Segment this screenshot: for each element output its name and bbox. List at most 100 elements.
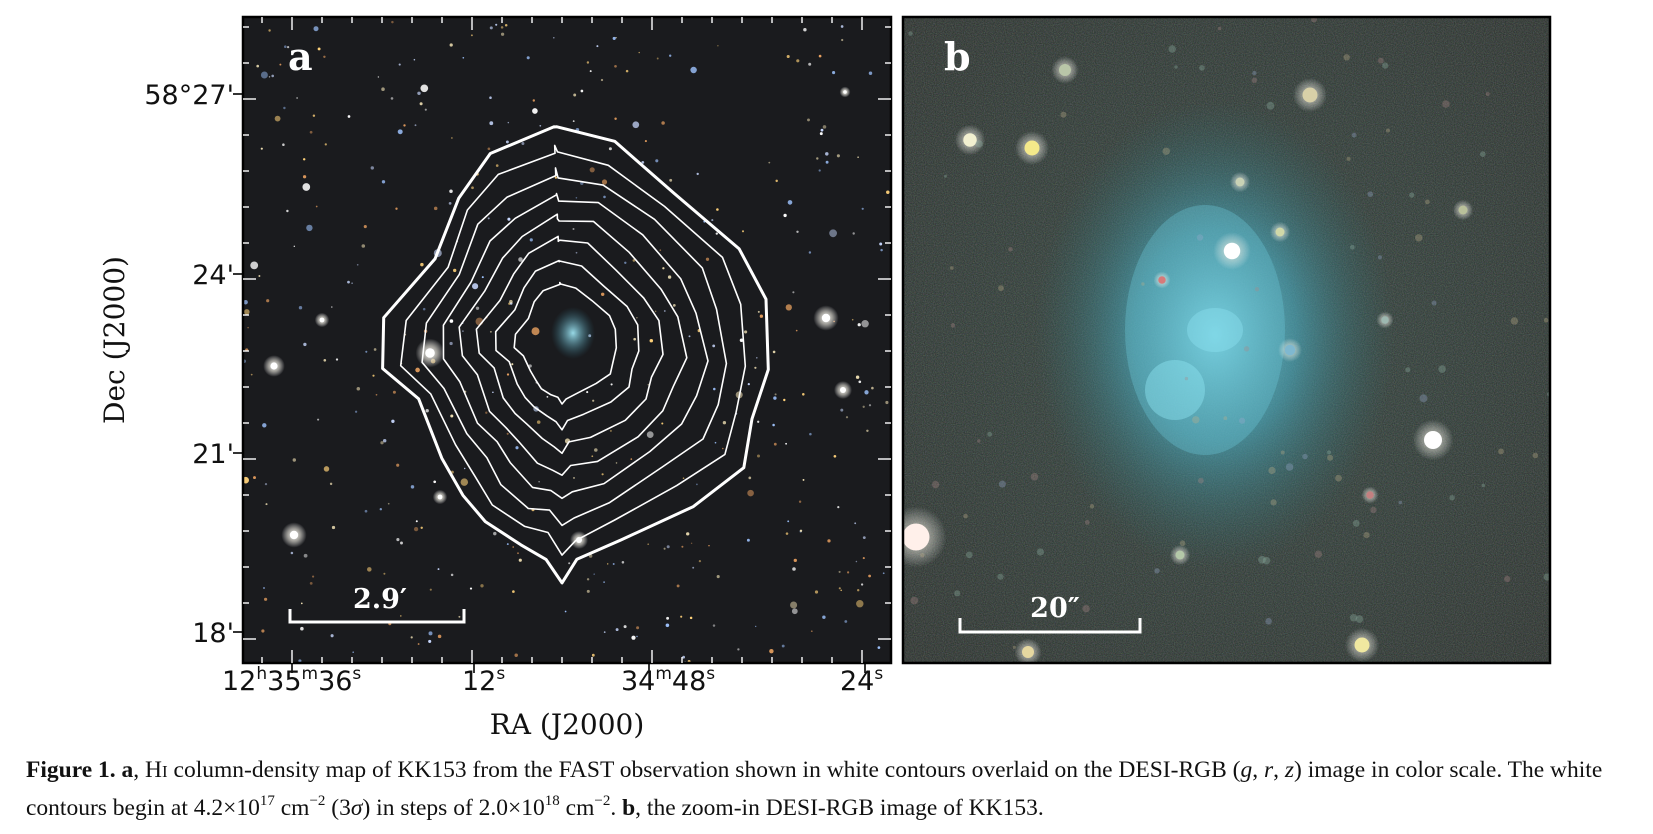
faint-source (1327, 454, 1334, 461)
star (594, 448, 598, 452)
panel-b-frame (901, 15, 1552, 665)
star (632, 121, 640, 129)
star (372, 374, 375, 377)
star-core (1022, 646, 1034, 658)
star (814, 590, 819, 594)
star (737, 648, 740, 651)
star (708, 545, 710, 547)
faint-source (1442, 100, 1450, 108)
star (610, 383, 613, 386)
faint-source (908, 31, 913, 36)
star (759, 314, 764, 318)
star (591, 455, 594, 458)
hi-contour (475, 235, 664, 455)
star (391, 419, 395, 423)
star (572, 120, 575, 123)
star (833, 454, 837, 458)
star (807, 118, 810, 122)
star (636, 317, 638, 319)
star (243, 299, 248, 305)
y-axis-label: Dec (J2000) (98, 256, 131, 424)
star (810, 630, 813, 633)
star-core (1158, 276, 1166, 284)
faint-source (1174, 65, 1178, 69)
star (827, 539, 831, 543)
star (666, 545, 670, 549)
y-tick-labels: 58°27' 24' 21' 18' (144, 80, 234, 649)
star (868, 71, 873, 75)
star (290, 551, 294, 555)
star-core (1175, 550, 1185, 560)
caption-text: , H (133, 757, 162, 783)
faint-source (1351, 132, 1357, 138)
star (420, 84, 429, 93)
star (298, 306, 303, 310)
caption-fig-label: Figure 1. (26, 757, 116, 783)
star (818, 169, 821, 172)
star (449, 341, 453, 346)
panel-b-galaxy (903, 17, 1550, 663)
faint-source (1405, 367, 1411, 373)
panel-b-label: b (944, 34, 971, 79)
star (792, 291, 795, 294)
star (746, 538, 750, 542)
star (822, 615, 826, 619)
star (880, 248, 883, 252)
star (309, 130, 313, 134)
star (268, 29, 271, 32)
star (879, 242, 883, 246)
star (265, 503, 268, 506)
faint-source (998, 285, 1004, 292)
star-core (1275, 227, 1285, 237)
panel-b-scale-bar: 20″ (958, 593, 1142, 634)
hi-contour (458, 213, 688, 477)
star (676, 584, 680, 588)
hi-contour (442, 192, 709, 500)
star (481, 276, 484, 279)
star (511, 363, 514, 366)
star (808, 251, 812, 254)
star (861, 319, 869, 328)
star (851, 318, 854, 321)
star (860, 583, 864, 586)
star (698, 559, 702, 563)
star (665, 623, 670, 628)
star (774, 393, 777, 396)
panel-b-scale-bar-line (958, 618, 1142, 634)
caption-text: −2 (594, 793, 611, 809)
y-tick-label: 21' (192, 439, 234, 470)
star (379, 508, 382, 511)
faint-source (1510, 317, 1519, 325)
faint-source (1258, 555, 1266, 564)
bright-star-core (437, 494, 443, 500)
star (614, 117, 617, 120)
star (300, 602, 303, 605)
star (312, 575, 315, 578)
star (840, 25, 844, 28)
caption-text: cm (559, 795, 595, 821)
star (682, 477, 685, 479)
hi-contour (421, 167, 728, 527)
star (856, 599, 864, 608)
hi-contour (381, 125, 770, 585)
star (580, 89, 584, 93)
faint-source (1196, 234, 1204, 241)
star (606, 563, 609, 565)
star (315, 205, 318, 208)
caption-text: 18 (544, 793, 560, 809)
star (250, 373, 253, 376)
y-tick-label: 58°27' (144, 80, 234, 111)
star (756, 357, 758, 359)
star (647, 543, 650, 546)
star-core (963, 133, 977, 147)
star (422, 307, 426, 311)
star (263, 587, 265, 589)
star (495, 23, 498, 26)
star (592, 399, 595, 402)
star (802, 393, 805, 396)
star (644, 140, 647, 143)
star (400, 541, 403, 545)
star (546, 395, 549, 398)
star (302, 175, 307, 179)
bright-star-core (319, 317, 325, 323)
